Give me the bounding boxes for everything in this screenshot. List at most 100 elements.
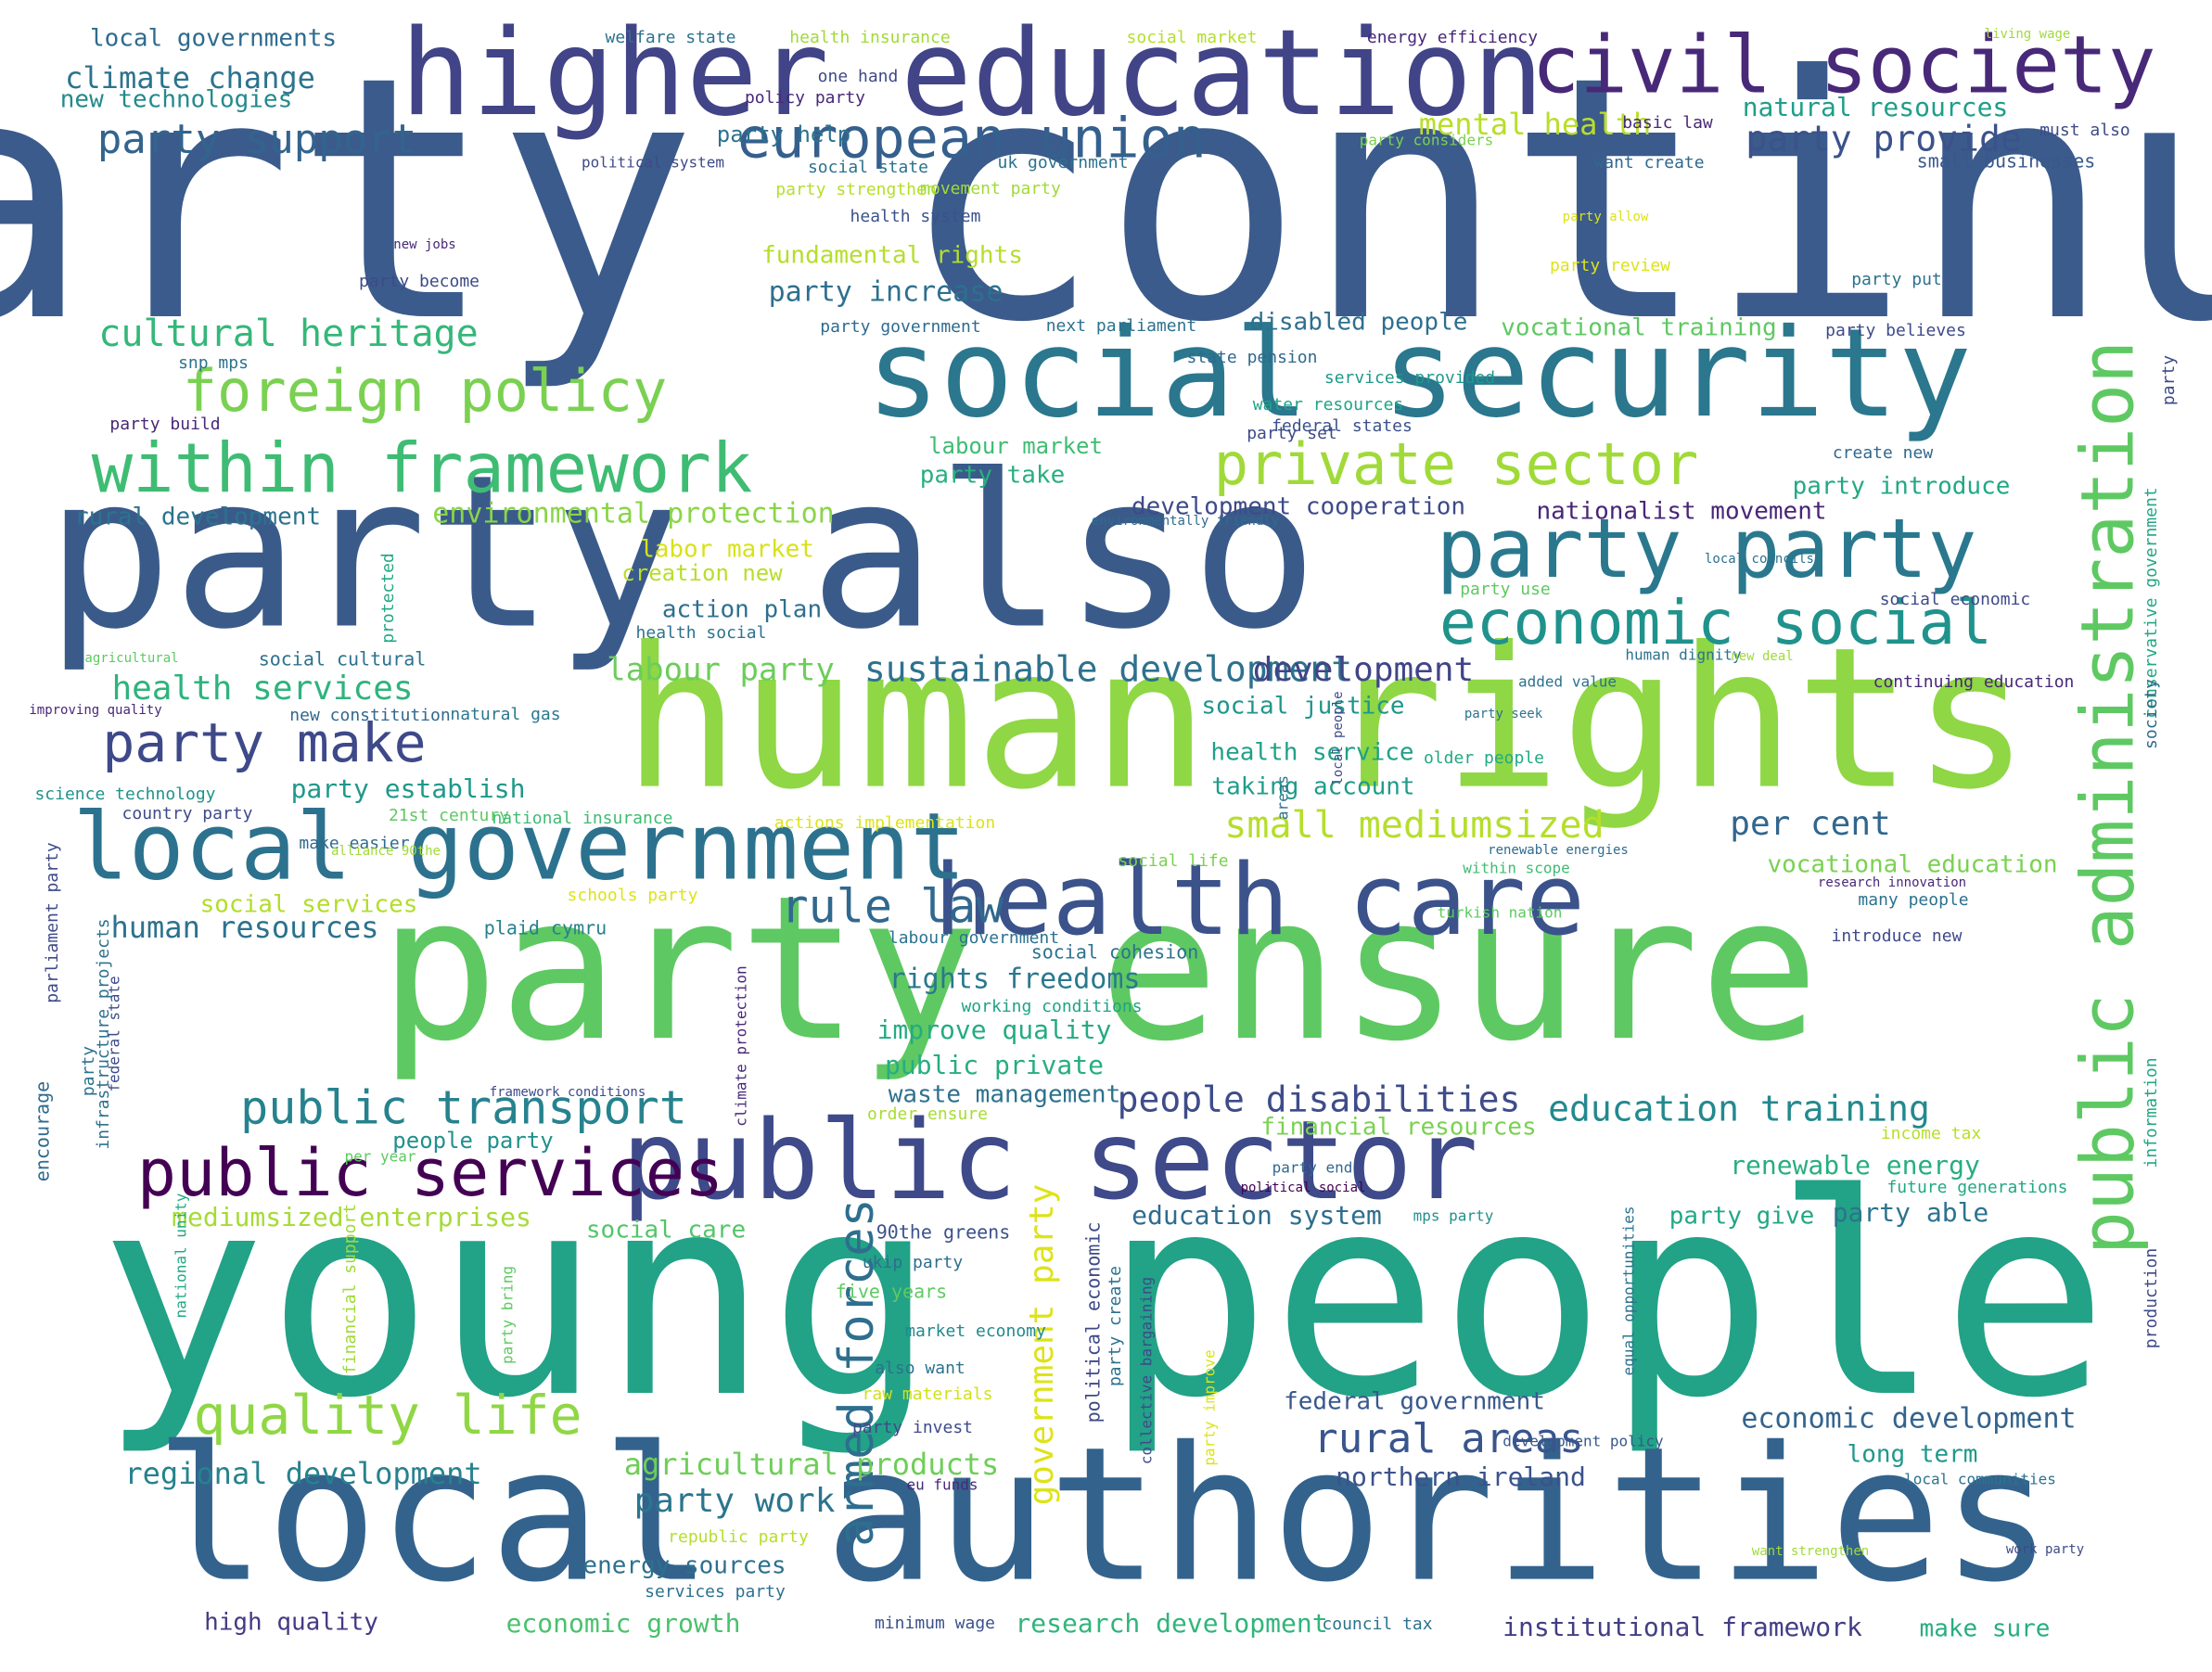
word-96: make easier bbox=[299, 834, 409, 853]
word-113: services party bbox=[645, 1582, 786, 1602]
word-53: renewable energy bbox=[1730, 1150, 1980, 1181]
word-80: action plan bbox=[662, 596, 822, 624]
word-199: political economic bbox=[1082, 1222, 1105, 1423]
word-62: economic growth bbox=[506, 1608, 741, 1639]
word-202: party improve bbox=[1201, 1349, 1219, 1465]
word-153: health system bbox=[850, 207, 981, 226]
word-124: many people bbox=[1858, 890, 1968, 910]
word-98: new constitution bbox=[289, 706, 450, 725]
word-89: social services bbox=[200, 891, 418, 919]
word-81: labor market bbox=[640, 536, 814, 564]
word-198: party bring bbox=[499, 1266, 517, 1364]
word-133: human dignity bbox=[1625, 646, 1742, 664]
word-87: people party bbox=[392, 1128, 553, 1154]
word-88: party help bbox=[717, 121, 851, 147]
word-201: collective bargaining bbox=[1138, 1277, 1156, 1464]
word-61: energy sources bbox=[582, 1552, 786, 1580]
word-189: areas bbox=[1274, 775, 1292, 820]
word-181: health social bbox=[636, 623, 767, 643]
word-77: party take bbox=[920, 462, 1066, 490]
word-108: also want bbox=[875, 1359, 965, 1378]
word-45: development bbox=[1253, 651, 1474, 689]
word-203: equal opportunities bbox=[1620, 1206, 1638, 1375]
word-126: renewable energies bbox=[1488, 843, 1629, 858]
word-149: party government bbox=[820, 317, 980, 337]
word-83: social justice bbox=[1201, 693, 1404, 721]
word-20: public transport bbox=[240, 1081, 687, 1135]
word-12: public administration bbox=[2066, 340, 2150, 1255]
word-65: make sure bbox=[1920, 1615, 2051, 1643]
word-36: local governments bbox=[90, 25, 337, 53]
word-138: social economic bbox=[1880, 590, 2031, 609]
word-18: economic social bbox=[1439, 587, 1992, 658]
word-154: party strengthen bbox=[775, 180, 936, 199]
word-100: social life bbox=[1118, 851, 1228, 871]
word-135: continuing education bbox=[1873, 672, 2075, 692]
word-166: health insurance bbox=[789, 28, 950, 47]
word-116: per year bbox=[344, 1148, 416, 1166]
word-2: human rights bbox=[622, 606, 2029, 833]
word-151: party become bbox=[359, 272, 479, 291]
word-70: federal government bbox=[1284, 1388, 1545, 1416]
word-148: party build bbox=[109, 415, 220, 434]
word-168: one hand bbox=[818, 67, 899, 86]
word-195: federal state bbox=[106, 976, 123, 1091]
word-28: people disabilities bbox=[1118, 1079, 1521, 1120]
word-139: local councils bbox=[1705, 552, 1814, 567]
word-140: create new bbox=[1833, 443, 1934, 463]
word-102: working conditions bbox=[961, 997, 1142, 1016]
word-112: republic party bbox=[668, 1527, 809, 1547]
word-34: natural resources bbox=[1743, 92, 2009, 122]
word-157: political system bbox=[582, 154, 724, 172]
word-32: party provide bbox=[1745, 119, 2021, 160]
word-8: public sector bbox=[621, 1096, 1478, 1224]
word-136: older people bbox=[1424, 748, 1544, 768]
word-179: agricultural bbox=[84, 651, 178, 666]
word-97: social cultural bbox=[259, 648, 427, 670]
word-15: private sector bbox=[1214, 430, 1699, 498]
word-76: party introduce bbox=[1793, 473, 2011, 501]
word-40: party increase bbox=[769, 276, 1004, 309]
word-172: party put bbox=[1851, 270, 1942, 289]
word-86: financial resources bbox=[1260, 1114, 1536, 1142]
word-152: new jobs bbox=[393, 237, 455, 252]
word-197: financial support bbox=[340, 1204, 360, 1374]
word-169: policy party bbox=[745, 88, 865, 108]
word-160: party considers bbox=[1360, 132, 1494, 149]
word-54: per cent bbox=[1730, 805, 1890, 843]
word-180: improving quality bbox=[29, 703, 161, 718]
word-103: order ensure bbox=[867, 1104, 988, 1124]
word-123: turkish nation bbox=[1438, 904, 1563, 922]
word-7: higher education bbox=[401, 5, 1544, 143]
word-22: quality life bbox=[193, 1384, 582, 1447]
word-204: climate protection bbox=[733, 965, 750, 1126]
word-132: added value bbox=[1518, 673, 1617, 691]
word-187: party seek bbox=[1464, 707, 1543, 721]
word-91: science technology bbox=[34, 785, 215, 804]
word-137: party use bbox=[1460, 580, 1551, 599]
word-3: local authorities bbox=[155, 1408, 2053, 1624]
word-85: taking account bbox=[1211, 773, 1414, 801]
word-84: health service bbox=[1210, 739, 1413, 767]
word-75: nationalist movement bbox=[1536, 498, 1826, 526]
word-48: rights freedoms bbox=[889, 964, 1141, 996]
word-78: labour market bbox=[928, 433, 1103, 459]
word-17: party party bbox=[1437, 501, 1977, 596]
word-183: alliance 90the bbox=[331, 844, 441, 859]
word-5: party also bbox=[45, 429, 1319, 676]
word-175: conservative government bbox=[2142, 487, 2161, 718]
word-24: rural areas bbox=[1313, 1415, 1583, 1462]
word-46: party establish bbox=[291, 773, 526, 804]
word-131: work party bbox=[2006, 1542, 2084, 1557]
word-192: encourage bbox=[32, 1081, 54, 1181]
word-114: minimum wage bbox=[875, 1614, 995, 1633]
word-92: country party bbox=[122, 804, 253, 823]
word-117: party end bbox=[1272, 1159, 1353, 1177]
word-16: foreign policy bbox=[183, 357, 668, 425]
word-121: income tax bbox=[1881, 1124, 1982, 1143]
word-11: local government bbox=[72, 792, 965, 900]
word-50: public private bbox=[885, 1050, 1104, 1080]
word-182: actions implementation bbox=[774, 813, 995, 833]
